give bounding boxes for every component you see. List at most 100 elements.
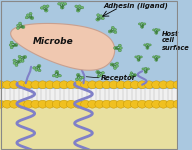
Circle shape: [60, 6, 64, 9]
Circle shape: [19, 58, 22, 60]
Circle shape: [21, 25, 25, 29]
Circle shape: [129, 74, 132, 76]
Circle shape: [26, 14, 29, 16]
Circle shape: [17, 24, 20, 27]
Circle shape: [116, 81, 125, 89]
Circle shape: [138, 23, 141, 25]
Circle shape: [74, 81, 83, 89]
Circle shape: [152, 81, 161, 89]
Text: Microbe: Microbe: [33, 38, 74, 46]
Text: Host
cell
surface: Host cell surface: [162, 30, 189, 51]
Circle shape: [146, 47, 149, 49]
Circle shape: [130, 81, 140, 89]
Circle shape: [21, 60, 24, 62]
Circle shape: [137, 55, 140, 57]
Circle shape: [102, 81, 111, 89]
Text: Adhesin (ligand): Adhesin (ligand): [103, 3, 168, 9]
Circle shape: [130, 100, 140, 108]
Circle shape: [19, 22, 22, 25]
Bar: [0, 100, 178, 150]
Circle shape: [158, 56, 160, 58]
Circle shape: [15, 64, 18, 66]
Circle shape: [114, 31, 117, 34]
Circle shape: [0, 81, 5, 89]
Circle shape: [10, 41, 13, 44]
Circle shape: [97, 75, 100, 78]
Circle shape: [130, 72, 133, 74]
Circle shape: [95, 100, 104, 108]
Circle shape: [146, 43, 149, 45]
Circle shape: [155, 28, 158, 30]
Circle shape: [123, 100, 132, 108]
Bar: [0, 89, 178, 100]
Circle shape: [159, 100, 168, 108]
Circle shape: [119, 47, 122, 49]
Circle shape: [38, 100, 47, 108]
Circle shape: [38, 81, 47, 89]
Circle shape: [79, 78, 81, 81]
Circle shape: [155, 59, 158, 61]
Circle shape: [43, 5, 46, 8]
Circle shape: [24, 100, 33, 108]
Circle shape: [76, 9, 80, 12]
Circle shape: [35, 69, 38, 71]
Circle shape: [109, 100, 118, 108]
Circle shape: [75, 78, 78, 81]
Circle shape: [17, 100, 26, 108]
Circle shape: [159, 81, 168, 89]
Circle shape: [113, 67, 117, 69]
Circle shape: [143, 23, 146, 25]
Circle shape: [33, 67, 36, 69]
Circle shape: [25, 16, 28, 19]
Circle shape: [2, 81, 12, 89]
Circle shape: [40, 7, 43, 9]
Text: Receptor: Receptor: [101, 75, 137, 81]
Circle shape: [88, 81, 97, 89]
Circle shape: [45, 81, 54, 89]
Circle shape: [24, 81, 33, 89]
Circle shape: [18, 60, 21, 63]
Circle shape: [116, 62, 118, 65]
Circle shape: [141, 22, 143, 24]
Circle shape: [58, 74, 61, 77]
Circle shape: [58, 3, 61, 5]
Circle shape: [38, 69, 41, 72]
Circle shape: [152, 56, 155, 58]
Circle shape: [44, 9, 48, 12]
Circle shape: [61, 2, 64, 4]
Circle shape: [155, 32, 158, 34]
Circle shape: [102, 100, 111, 108]
Circle shape: [96, 70, 100, 74]
Circle shape: [30, 16, 34, 20]
Circle shape: [13, 62, 16, 64]
Circle shape: [137, 100, 147, 108]
Circle shape: [81, 100, 90, 108]
Circle shape: [101, 17, 104, 20]
Circle shape: [118, 44, 121, 47]
Circle shape: [59, 81, 69, 89]
Circle shape: [166, 81, 175, 89]
Circle shape: [55, 75, 58, 78]
Circle shape: [52, 81, 61, 89]
Circle shape: [88, 100, 97, 108]
Circle shape: [81, 76, 84, 79]
Circle shape: [17, 81, 26, 89]
Circle shape: [158, 29, 160, 31]
Circle shape: [141, 26, 144, 28]
Polygon shape: [11, 23, 115, 70]
Circle shape: [109, 81, 118, 89]
Circle shape: [75, 5, 78, 8]
Circle shape: [66, 100, 76, 108]
Circle shape: [52, 74, 55, 77]
Circle shape: [118, 49, 121, 52]
Circle shape: [142, 68, 144, 70]
Circle shape: [55, 70, 59, 74]
Circle shape: [145, 100, 154, 108]
Circle shape: [152, 100, 161, 108]
Circle shape: [9, 44, 12, 46]
Circle shape: [108, 30, 112, 33]
Circle shape: [10, 100, 19, 108]
Circle shape: [114, 46, 117, 50]
Circle shape: [115, 65, 118, 67]
Circle shape: [144, 67, 147, 69]
